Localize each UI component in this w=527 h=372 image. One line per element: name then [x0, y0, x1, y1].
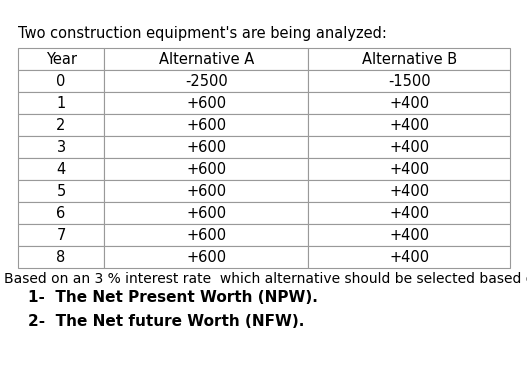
Bar [104, 114, 308, 136]
Text: +400: +400 [389, 250, 429, 264]
Text: 1-  The Net Present Worth (NPW).: 1- The Net Present Worth (NPW). [28, 290, 318, 305]
Text: 5: 5 [56, 183, 66, 199]
Bar [308, 136, 510, 158]
Text: +400: +400 [389, 118, 429, 132]
Text: +400: +400 [389, 140, 429, 154]
Text: +600: +600 [186, 140, 226, 154]
Bar [104, 158, 308, 180]
Text: +400: +400 [389, 96, 429, 110]
Text: 0: 0 [56, 74, 66, 89]
Bar [308, 246, 510, 268]
Text: +400: +400 [389, 228, 429, 243]
Bar [18, 114, 104, 136]
Bar [18, 202, 104, 224]
Text: Year: Year [45, 51, 76, 67]
Text: -1500: -1500 [388, 74, 431, 89]
Bar [308, 158, 510, 180]
Bar [104, 48, 308, 70]
Bar [104, 224, 308, 246]
Bar [308, 70, 510, 92]
Bar [18, 92, 104, 114]
Text: +600: +600 [186, 96, 226, 110]
Bar [18, 158, 104, 180]
Text: +600: +600 [186, 205, 226, 221]
Bar [18, 246, 104, 268]
Bar [308, 224, 510, 246]
Text: 6: 6 [56, 205, 66, 221]
Text: 7: 7 [56, 228, 66, 243]
Text: +400: +400 [389, 205, 429, 221]
Bar [308, 202, 510, 224]
Text: Based on an 3 % interest rate  which alternative should be selected based on: Based on an 3 % interest rate which alte… [4, 272, 527, 286]
Bar [18, 136, 104, 158]
Text: +600: +600 [186, 118, 226, 132]
Text: -2500: -2500 [185, 74, 228, 89]
Bar [308, 92, 510, 114]
Text: +600: +600 [186, 250, 226, 264]
Text: +600: +600 [186, 228, 226, 243]
Text: Alternative A: Alternative A [159, 51, 254, 67]
Text: +600: +600 [186, 183, 226, 199]
Text: Two construction equipment's are being analyzed:: Two construction equipment's are being a… [18, 26, 387, 41]
Bar [104, 180, 308, 202]
Bar [104, 202, 308, 224]
Bar [18, 224, 104, 246]
Bar [18, 70, 104, 92]
Text: 2-  The Net future Worth (NFW).: 2- The Net future Worth (NFW). [28, 314, 305, 329]
Bar [18, 48, 104, 70]
Bar [104, 246, 308, 268]
Text: 1: 1 [56, 96, 66, 110]
Text: 8: 8 [56, 250, 66, 264]
Bar [104, 136, 308, 158]
Bar [308, 180, 510, 202]
Text: +400: +400 [389, 161, 429, 176]
Text: Alternative B: Alternative B [362, 51, 457, 67]
Bar [104, 70, 308, 92]
Text: 4: 4 [56, 161, 66, 176]
Bar [104, 92, 308, 114]
Text: +400: +400 [389, 183, 429, 199]
Text: +600: +600 [186, 161, 226, 176]
Text: 3: 3 [56, 140, 66, 154]
Bar [308, 48, 510, 70]
Text: 2: 2 [56, 118, 66, 132]
Bar [18, 180, 104, 202]
Bar [308, 114, 510, 136]
